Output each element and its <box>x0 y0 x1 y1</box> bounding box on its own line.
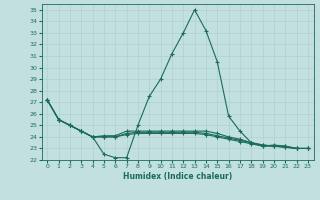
X-axis label: Humidex (Indice chaleur): Humidex (Indice chaleur) <box>123 172 232 181</box>
